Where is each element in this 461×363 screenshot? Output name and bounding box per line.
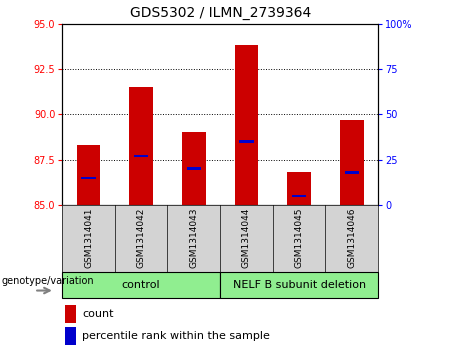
Bar <box>340 120 364 205</box>
Bar <box>77 145 100 205</box>
Bar <box>292 195 306 197</box>
Bar <box>220 272 378 298</box>
Bar <box>82 176 95 179</box>
Bar <box>65 327 76 346</box>
Text: GSM1314042: GSM1314042 <box>136 207 146 268</box>
Bar <box>182 132 206 205</box>
Bar <box>235 45 258 205</box>
Text: control: control <box>122 280 160 290</box>
Text: count: count <box>82 309 113 319</box>
Bar <box>62 272 220 298</box>
Text: GSM1314046: GSM1314046 <box>347 207 356 268</box>
Text: GSM1314045: GSM1314045 <box>295 207 304 268</box>
Bar <box>130 87 153 205</box>
Text: GSM1314043: GSM1314043 <box>189 207 198 268</box>
Text: percentile rank within the sample: percentile rank within the sample <box>82 331 270 342</box>
Bar <box>134 155 148 158</box>
Bar <box>287 172 311 205</box>
Text: NELF B subunit deletion: NELF B subunit deletion <box>232 280 366 290</box>
Title: GDS5302 / ILMN_2739364: GDS5302 / ILMN_2739364 <box>130 6 311 20</box>
Text: genotype/variation: genotype/variation <box>1 276 94 286</box>
Text: GSM1314041: GSM1314041 <box>84 207 93 268</box>
Bar <box>239 140 254 143</box>
Text: GSM1314044: GSM1314044 <box>242 207 251 268</box>
Bar <box>345 171 359 174</box>
Bar <box>187 167 201 170</box>
Bar <box>65 305 76 323</box>
